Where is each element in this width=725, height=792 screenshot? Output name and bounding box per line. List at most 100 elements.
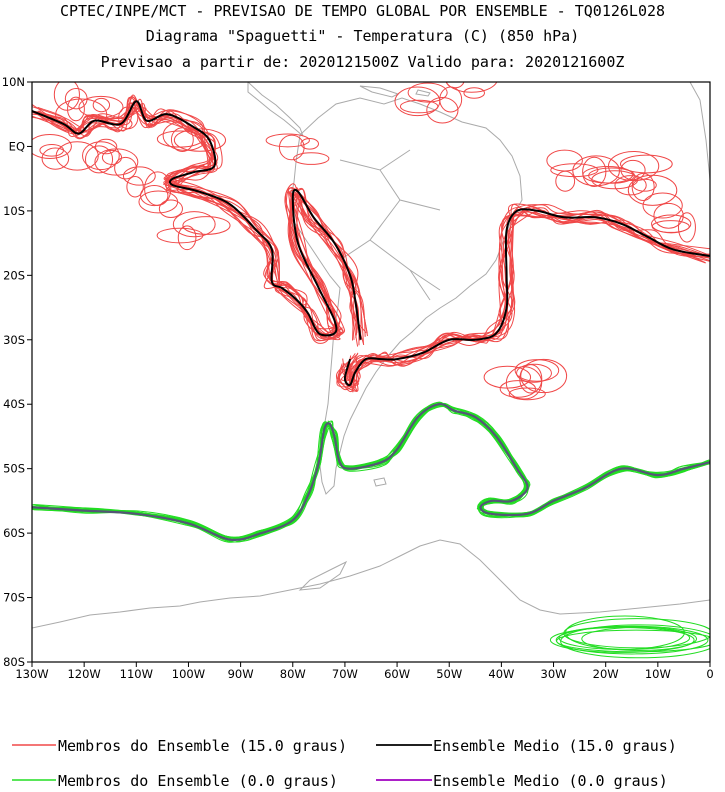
ensemble-member-loop xyxy=(92,97,111,113)
plot-frame xyxy=(31,81,711,663)
ensemble-member-line xyxy=(346,207,704,388)
y-tick-label: 50S xyxy=(3,462,25,476)
ensemble-member-loop xyxy=(158,199,183,218)
x-tick-label: 90W xyxy=(228,667,254,681)
y-tick-label: 80S xyxy=(3,655,25,669)
ensemble-member-loop xyxy=(407,82,448,103)
legend-label-members-0: Membros do Ensemble (0.0 graus) xyxy=(58,772,338,790)
ensemble-member-loop xyxy=(156,227,204,244)
ensemble-member-loop xyxy=(677,212,696,243)
ensemble-member-loop xyxy=(162,120,209,151)
ensemble-member-loop xyxy=(94,138,118,155)
chart-title-line3: Previsao a partir de: 2020121500Z Valido… xyxy=(100,53,625,71)
ensemble-member-loop xyxy=(39,143,65,157)
ensemble-member-loop xyxy=(632,178,657,192)
ensemble-mean-15-line xyxy=(343,208,710,387)
ensemble-member-loop xyxy=(549,627,695,653)
ensemble-member-loop xyxy=(32,134,72,159)
ensemble-member-line xyxy=(338,214,706,392)
ensemble-member-loop xyxy=(514,359,560,382)
ensemble-member-loop xyxy=(614,175,647,196)
ensemble-member-loop xyxy=(300,137,319,150)
x-tick-label: 10W xyxy=(645,667,671,681)
plot-background xyxy=(32,82,710,662)
legend: Membros do Ensemble (15.0 graus) Ensembl… xyxy=(12,737,677,790)
ensemble-member-loop xyxy=(563,618,710,649)
chart-title-line2: Diagrama "Spaguetti" - Temperatura (C) (… xyxy=(145,27,580,45)
ensemble-member-loop xyxy=(556,629,710,653)
ensemble-member-loop xyxy=(631,172,655,202)
ensemble-member-loop xyxy=(651,214,692,234)
ensemble-member-loop xyxy=(126,175,144,198)
x-tick-label: 50W xyxy=(436,667,462,681)
ensemble-member-loop xyxy=(55,141,99,171)
ensemble-member-loop xyxy=(653,202,684,229)
y-tick-label: 10S xyxy=(3,204,25,218)
y-tick-label: 10N xyxy=(2,75,25,89)
ensemble-member-loop xyxy=(445,82,498,93)
ensemble-member-loop xyxy=(581,626,698,651)
ensemble-member-loop xyxy=(426,97,459,124)
ensemble-member-loop xyxy=(278,134,305,161)
ensemble-member-loop xyxy=(101,149,123,165)
x-tick-label: 120W xyxy=(67,667,100,681)
x-tick-label: 70W xyxy=(332,667,358,681)
ensemble-member-loop xyxy=(642,192,683,219)
ensemble-member-loop xyxy=(177,225,197,251)
x-tick-label: 20W xyxy=(593,667,619,681)
ensemble-mean-0-line xyxy=(32,402,710,542)
ensemble-mean-15-line xyxy=(32,100,362,340)
ensemble-member-loop xyxy=(94,148,139,176)
x-tick-label: 100W xyxy=(172,667,205,681)
ensemble-member-loop xyxy=(620,159,646,181)
legend-label-mean-0: Ensemble Medio (0.0 graus) xyxy=(433,772,668,790)
y-tick-label: 40S xyxy=(3,397,25,411)
ensemble-member-loop xyxy=(78,95,124,119)
ensemble-member-line xyxy=(32,100,360,339)
ensemble-member-loop xyxy=(627,174,678,206)
x-tick-label: 40W xyxy=(488,667,514,681)
ensemble-member-loop xyxy=(67,96,85,122)
land-outlines xyxy=(32,82,710,629)
y-tick-label: 30S xyxy=(3,333,25,347)
ensemble-member-loop xyxy=(53,82,80,111)
ensemble-member-loop xyxy=(520,358,568,394)
ensemble-member-loop xyxy=(516,363,552,383)
ensemble-member-loop xyxy=(572,155,620,187)
axes: 130W 120W 110W 100W 90W 80W 70W 60W 50W 40W 30W 20W… xyxy=(2,75,714,681)
ensemble-member-loop xyxy=(122,166,156,186)
ensemble-member-loop xyxy=(118,106,139,130)
ensemble-member-loop xyxy=(173,128,227,152)
x-tick-label: 60W xyxy=(384,667,410,681)
ensemble-member-loop xyxy=(41,147,70,170)
ensemble-member-loop xyxy=(138,190,179,214)
x-tick-label: 80W xyxy=(280,667,306,681)
y-tick-label: 60S xyxy=(3,526,25,540)
y-tick-label: 70S xyxy=(3,591,25,605)
legend-label-mean-15: Ensemble Medio (15.0 graus) xyxy=(433,737,677,755)
ensemble-member-loop xyxy=(560,624,710,659)
ensemble-member-loop xyxy=(82,141,120,171)
ensemble-member-loop xyxy=(591,170,639,190)
chart-title-line1: CPTEC/INPE/MCT - PREVISAO DE TEMPO GLOBA… xyxy=(59,2,666,20)
ensemble-member-loop xyxy=(140,184,169,207)
ensemble-member-loop xyxy=(84,145,114,174)
ensemble-member-loop xyxy=(170,127,194,152)
x-tick-label: 30W xyxy=(541,667,567,681)
ensemble-member-loop xyxy=(463,87,485,99)
ensemble-member-loop xyxy=(499,380,537,398)
ensemble-member-loop xyxy=(293,152,330,165)
y-tick-label: 20S xyxy=(3,268,25,282)
ensemble-member-loop xyxy=(114,156,137,180)
ensemble-member-loop xyxy=(619,154,673,174)
x-tick-label: 130W xyxy=(15,667,48,681)
legend-label-members-15: Membros do Ensemble (15.0 graus) xyxy=(58,737,347,755)
ensemble-member-loop xyxy=(445,82,465,89)
ensemble-member-loop xyxy=(172,211,216,238)
y-tick-label: EQ xyxy=(9,139,25,153)
ensemble-member-loop xyxy=(265,133,310,148)
ensemble-member-loop xyxy=(555,170,576,192)
ensemble-member-loop xyxy=(399,99,439,114)
x-tick-label: 110W xyxy=(120,667,153,681)
